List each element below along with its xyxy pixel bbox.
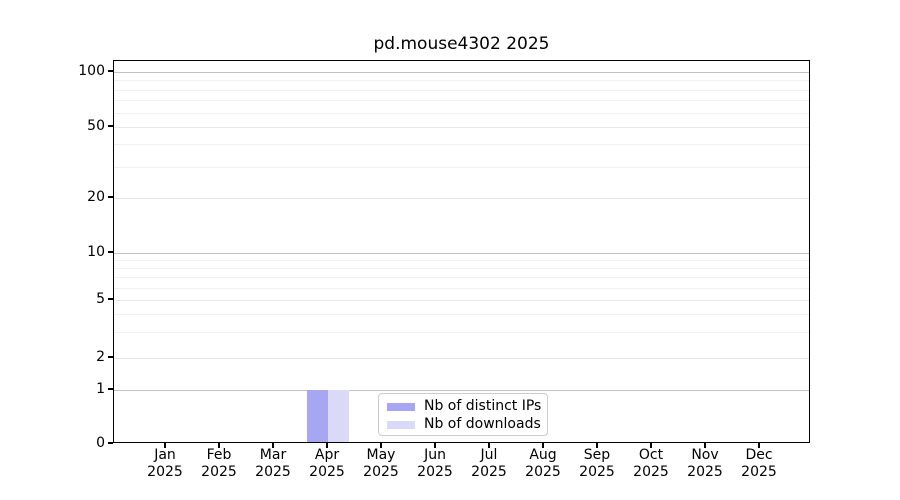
gridline-minor <box>114 80 809 82</box>
gridline-minor <box>114 287 809 289</box>
x-tick-mark <box>326 443 328 448</box>
y-tick-mark <box>108 196 113 198</box>
x-tick-label: Feb 2025 <box>201 447 237 480</box>
x-tick-label: Mar 2025 <box>255 447 291 480</box>
chart-title: pd.mouse4302 2025 <box>373 34 550 54</box>
legend-label-distinct-ips: Nb of distinct IPs <box>424 398 542 414</box>
gridline-major <box>114 72 809 73</box>
x-tick-mark <box>272 443 274 448</box>
y-tick-mark <box>108 298 113 300</box>
x-tick-mark <box>758 443 760 448</box>
gridline-minor <box>114 166 809 168</box>
gridline-mid <box>114 198 809 199</box>
legend-entry-distinct-ips: Nb of distinct IPs <box>387 398 547 415</box>
plot-area <box>113 60 810 443</box>
y-tick-label: 2 <box>96 349 105 365</box>
y-tick-mark <box>108 388 113 390</box>
gridline-minor <box>114 260 809 262</box>
x-tick-mark <box>218 443 220 448</box>
x-tick-mark <box>488 443 490 448</box>
x-tick-label: Jul 2025 <box>471 447 507 480</box>
x-tick-mark <box>164 443 166 448</box>
y-tick-label: 50 <box>87 118 105 134</box>
gridline-minor <box>114 314 809 316</box>
gridline-minor <box>114 112 809 114</box>
legend-swatch-downloads <box>387 420 415 429</box>
x-tick-mark <box>542 443 544 448</box>
bar-nb-of-downloads <box>328 390 349 442</box>
y-tick-mark <box>108 356 113 358</box>
y-tick-label: 20 <box>87 189 105 205</box>
gridline-minor <box>114 268 809 270</box>
x-tick-label: Jun 2025 <box>417 447 453 480</box>
y-tick-label: 5 <box>96 291 105 307</box>
gridline-mid <box>114 127 809 128</box>
gridline-minor <box>114 89 809 91</box>
legend: Nb of distinct IPs Nb of downloads <box>378 393 548 436</box>
x-tick-label: Oct 2025 <box>633 447 669 480</box>
x-tick-mark <box>434 443 436 448</box>
x-tick-label: Aug 2025 <box>525 447 561 480</box>
y-tick-label: 0 <box>96 435 105 451</box>
y-tick-mark <box>108 125 113 127</box>
gridline-minor <box>114 332 809 334</box>
legend-entry-downloads: Nb of downloads <box>387 416 547 433</box>
x-tick-label: May 2025 <box>363 447 399 480</box>
gridline-major <box>114 390 809 391</box>
x-tick-mark <box>650 443 652 448</box>
gridline-mid <box>114 358 809 359</box>
x-tick-label: Dec 2025 <box>741 447 777 480</box>
y-tick-mark <box>108 442 113 444</box>
y-tick-label: 1 <box>96 381 105 397</box>
y-tick-mark <box>108 251 113 253</box>
bar-nb-of-distinct-ips <box>307 390 328 442</box>
y-tick-label: 10 <box>87 244 105 260</box>
x-tick-label: Apr 2025 <box>309 447 345 480</box>
gridline-mid <box>114 300 809 301</box>
y-tick-label: 100 <box>78 63 105 79</box>
x-tick-mark <box>704 443 706 448</box>
gridline-minor <box>114 277 809 279</box>
x-tick-label: Jan 2025 <box>147 447 183 480</box>
gridline-minor <box>114 144 809 146</box>
gridline-major <box>114 253 809 254</box>
x-tick-label: Sep 2025 <box>579 447 615 480</box>
x-tick-mark <box>596 443 598 448</box>
legend-swatch-distinct-ips <box>387 402 415 411</box>
legend-label-downloads: Nb of downloads <box>424 416 541 432</box>
x-tick-mark <box>380 443 382 448</box>
y-tick-mark <box>108 70 113 72</box>
gridline-minor <box>114 100 809 102</box>
x-tick-label: Nov 2025 <box>687 447 723 480</box>
